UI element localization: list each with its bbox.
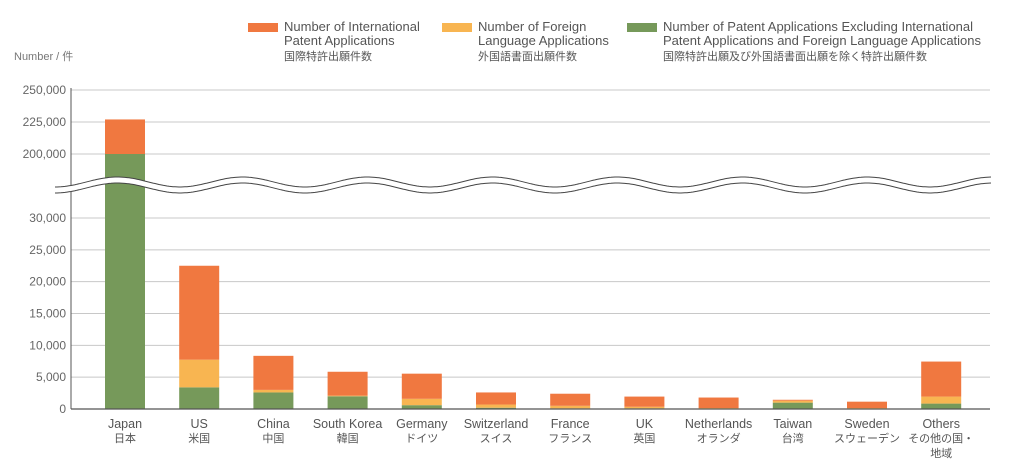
bar-segment-foreign (179, 359, 220, 388)
bar-segment-international (772, 399, 813, 401)
x-tick-label: Japan (108, 417, 142, 431)
y-tick-label: 225,000 (23, 115, 67, 129)
x-tick-label: US (191, 417, 208, 431)
x-tick-label: China (257, 417, 290, 431)
legend-swatch (627, 23, 657, 32)
y-tick-label: 0 (59, 402, 66, 416)
x-tick-label-jp: その他の国・ (908, 432, 974, 445)
axis-break-line (55, 176, 992, 188)
legend-item-excluding: Number of Patent Applications Excluding … (627, 20, 981, 64)
y-tick-label: 200,000 (23, 147, 67, 161)
bar-segment-international (550, 393, 591, 406)
x-tick-label: Others (922, 417, 960, 431)
legend-label-jp: 国際特許出願及び外国語書面出願を除く特許出願件数 (663, 51, 927, 63)
x-tick-label: Switzerland (464, 417, 529, 431)
x-tick-label-jp: 韓国 (337, 432, 359, 445)
axis-break-band (55, 177, 992, 193)
bar-segment-foreign (772, 400, 813, 403)
x-tick-label-jp: スウェーデン (834, 431, 900, 445)
x-tick-label: South Korea (313, 417, 383, 431)
bar-segment-international (105, 119, 145, 154)
legend-label: Number of Patent Applications Excluding … (663, 19, 974, 34)
bar-segment-excluding (327, 396, 368, 409)
bar-segment-international (476, 392, 516, 405)
bar-segment-excluding (772, 402, 813, 409)
bar-segment-excluding (921, 403, 962, 409)
y-tick-label: 5,000 (36, 370, 66, 384)
legend-label-jp: 国際特許出願件数 (284, 51, 372, 63)
legend-swatch (248, 23, 278, 32)
bar-segment-international (401, 373, 442, 399)
bar-segment-excluding (253, 392, 294, 409)
y-tick-label: 25,000 (29, 243, 66, 257)
bar-segment-foreign (253, 389, 294, 393)
x-tick-label-jp: オランダ (697, 431, 741, 445)
bar-segment-foreign (847, 408, 887, 409)
x-tick-label-jp: 米国 (188, 432, 210, 445)
bar-segment-international (847, 401, 887, 409)
x-tick-label: Netherlands (685, 417, 752, 431)
x-tick-label-jp: 地域 (930, 447, 952, 460)
legend-label: Language Applications (478, 33, 609, 48)
y-tick-label: 20,000 (29, 275, 66, 289)
bar-segment-international (179, 265, 220, 360)
x-tick-label-jp: ドイツ (405, 433, 438, 445)
x-tick-label-jp: 英国 (633, 431, 655, 445)
bar-segment-foreign (476, 404, 516, 408)
y-tick-label: 250,000 (23, 83, 67, 97)
bar-segment-international (921, 361, 962, 397)
legend-label: Number of International (284, 19, 420, 34)
x-tick-label-jp: 中国 (262, 432, 284, 445)
x-tick-label: France (551, 417, 590, 431)
legend-label: Number of Foreign (478, 19, 587, 34)
bar-segment-foreign (921, 396, 962, 404)
x-tick-label: Taiwan (773, 417, 812, 431)
bar-segment-foreign (327, 395, 368, 397)
x-tick-label: Sweden (844, 417, 889, 431)
legend-label: Patent Applications (284, 33, 395, 48)
bar-segment-international (253, 355, 294, 390)
bar-segment-excluding (105, 154, 145, 409)
y-axis-label: Number / 件 (14, 51, 74, 63)
legend-swatch (442, 23, 472, 32)
x-tick-label-jp: フランス (548, 433, 592, 445)
bar-segment-foreign (698, 408, 739, 409)
bar-segment-foreign (624, 406, 665, 409)
bar-segment-international (624, 396, 665, 407)
bar-segment-international (327, 371, 368, 396)
bar-segment-foreign (550, 405, 591, 409)
x-tick-label: UK (636, 417, 654, 431)
bar-segment-excluding (476, 407, 516, 409)
bar-segment-excluding (401, 405, 442, 409)
legend-item-foreign: Number of Foreign Language Applications 外国… (442, 20, 609, 64)
y-tick-label: 10,000 (29, 338, 66, 352)
axis-break-line (55, 182, 992, 194)
bar-segment-international (698, 397, 739, 409)
x-tick-label-jp: 台湾 (782, 431, 804, 445)
legend-label: Patent Applications and Foreign Language… (663, 33, 982, 48)
x-tick-label: Germany (396, 417, 448, 431)
legend-item-international: Number of International Patent Applicatio… (248, 20, 420, 64)
bar-segment-foreign (401, 398, 442, 406)
x-tick-label-jp: スイス (480, 433, 513, 445)
x-tick-label-jp: 日本 (114, 431, 136, 445)
y-tick-label: 30,000 (29, 211, 66, 225)
legend-label-jp: 外国語書面出願件数 (478, 51, 577, 63)
bar-segment-excluding (179, 387, 220, 409)
y-tick-label: 15,000 (29, 307, 66, 321)
